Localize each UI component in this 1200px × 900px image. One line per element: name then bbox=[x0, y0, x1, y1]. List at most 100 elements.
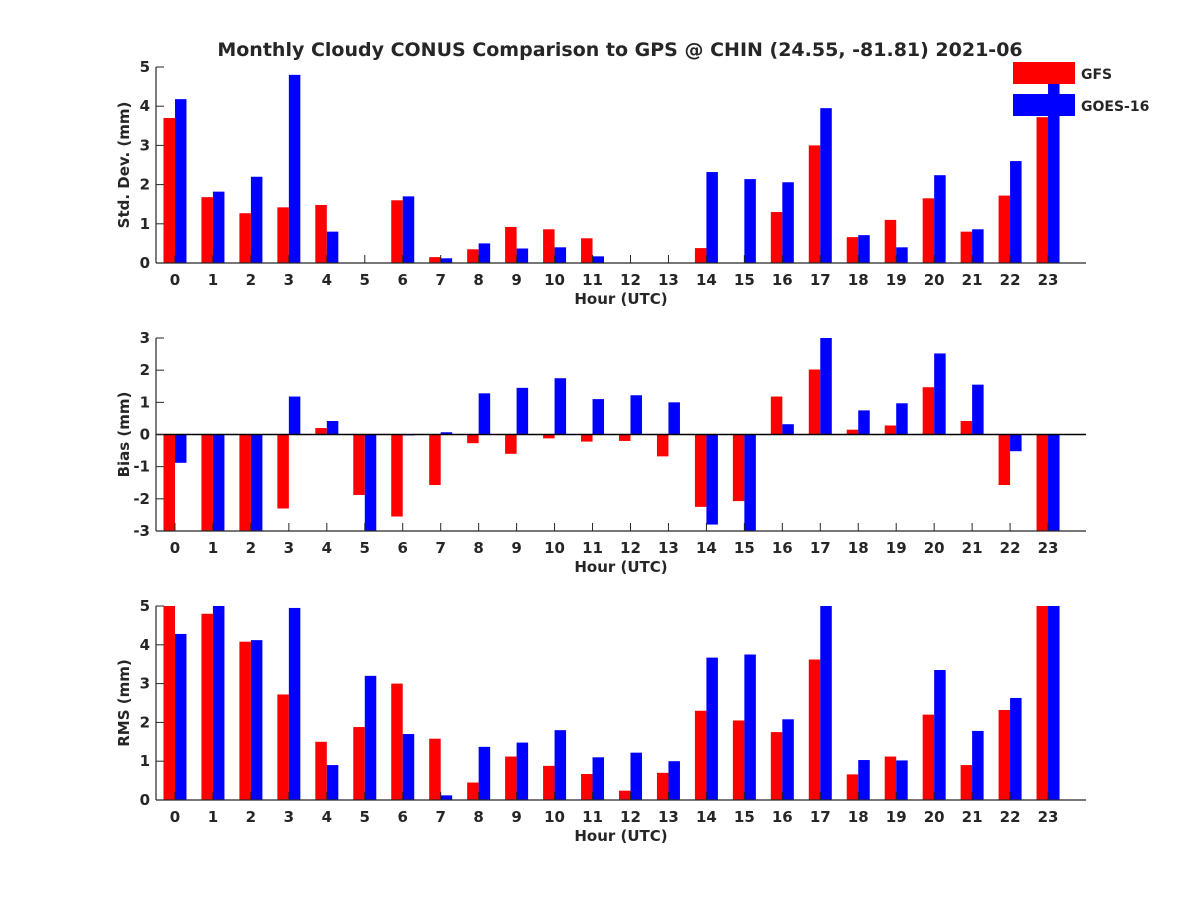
bias-x-tick-label: 5 bbox=[360, 539, 370, 557]
bar-gfs-hour-16 bbox=[770, 396, 783, 435]
std-dev-x-tick-label: 6 bbox=[398, 271, 408, 289]
bias-y-tick-label: 3 bbox=[140, 329, 150, 347]
bar-gfs-hour-6 bbox=[391, 434, 403, 517]
bar-gfs-hour-15 bbox=[732, 434, 745, 502]
bar-goes-16-hour-21 bbox=[972, 229, 984, 263]
bar-goes-16-hour-11 bbox=[592, 399, 605, 435]
bias-y-tick-label: 0 bbox=[140, 426, 150, 444]
bar-goes-16-hour-19 bbox=[896, 760, 908, 800]
bar-gfs-hour-17 bbox=[808, 145, 821, 263]
bar-gfs-hour-21 bbox=[960, 231, 973, 263]
rms-x-tick-label: 18 bbox=[848, 808, 869, 826]
bar-gfs-hour-14 bbox=[694, 710, 707, 800]
bar-gfs-hour-0 bbox=[163, 117, 175, 264]
bar-gfs-hour-7 bbox=[429, 434, 441, 486]
bar-gfs-hour-13 bbox=[656, 772, 669, 800]
bias-x-tick-label: 6 bbox=[398, 539, 408, 557]
bias-x-tick-label: 11 bbox=[582, 539, 603, 557]
bar-gfs-hour-18 bbox=[846, 774, 859, 800]
bar-goes-16-hour-20 bbox=[934, 175, 946, 263]
bar-gfs-hour-10 bbox=[543, 229, 555, 263]
bar-gfs-hour-15 bbox=[732, 720, 745, 800]
std-dev-x-tick-label: 8 bbox=[473, 271, 483, 289]
bar-gfs-hour-17 bbox=[808, 659, 821, 800]
bar-gfs-hour-8 bbox=[467, 249, 479, 263]
std-dev-x-tick-label: 0 bbox=[170, 271, 180, 289]
bar-goes-16-hour-22 bbox=[1010, 161, 1022, 263]
rms-x-tick-label: 11 bbox=[582, 808, 603, 826]
bar-goes-16-hour-15 bbox=[744, 179, 756, 263]
bias-x-tick-label: 16 bbox=[772, 539, 793, 557]
bias-y-tick-label: -2 bbox=[133, 490, 150, 508]
rms-x-tick-label: 13 bbox=[658, 808, 679, 826]
legend-swatch-gfs bbox=[1013, 62, 1075, 84]
bar-gfs-hour-10 bbox=[543, 434, 555, 439]
bar-gfs-hour-6 bbox=[391, 683, 403, 800]
bias-x-tick-label: 0 bbox=[170, 539, 180, 557]
bar-goes-16-hour-2 bbox=[250, 176, 263, 263]
bar-goes-16-hour-10 bbox=[554, 247, 567, 263]
bar-goes-16-hour-5 bbox=[364, 675, 377, 800]
std-dev-x-tick-label: 20 bbox=[924, 271, 945, 289]
bar-goes-16-hour-22 bbox=[1010, 697, 1022, 800]
std-dev-y-tick-label: 3 bbox=[140, 136, 150, 154]
rms-y-tick-label: 0 bbox=[140, 791, 150, 809]
bar-goes-16-hour-7 bbox=[440, 258, 453, 263]
bar-goes-16-hour-0 bbox=[174, 633, 187, 800]
bias-x-tick-label: 20 bbox=[924, 539, 945, 557]
bias-x-tick-label: 7 bbox=[435, 539, 445, 557]
bar-gfs-hour-5 bbox=[353, 727, 365, 800]
bar-goes-16-hour-6 bbox=[402, 734, 415, 800]
bias-x-tick-label: 13 bbox=[658, 539, 679, 557]
bar-goes-16-hour-16 bbox=[782, 182, 794, 263]
bar-gfs-hour-18 bbox=[846, 429, 859, 435]
rms-y-tick-label: 1 bbox=[140, 752, 150, 770]
std-dev-x-tick-label: 15 bbox=[734, 271, 755, 289]
rms-x-tick-label: 20 bbox=[924, 808, 945, 826]
bar-goes-16-hour-13 bbox=[668, 761, 680, 800]
bar-gfs-hour-2 bbox=[239, 213, 251, 263]
bar-goes-16-hour-4 bbox=[326, 231, 339, 263]
bar-goes-16-hour-10 bbox=[554, 378, 567, 435]
bar-gfs-hour-1 bbox=[201, 197, 213, 263]
rms-y-axis-label: RMS (mm) bbox=[115, 659, 133, 746]
std-dev-x-tick-label: 23 bbox=[1038, 271, 1059, 289]
bar-gfs-hour-18 bbox=[846, 237, 859, 263]
std-dev-x-tick-label: 1 bbox=[208, 271, 218, 289]
bias-x-tick-label: 3 bbox=[284, 539, 294, 557]
bar-goes-16-hour-1 bbox=[212, 191, 225, 263]
rms-x-tick-label: 9 bbox=[511, 808, 521, 826]
bar-gfs-hour-9 bbox=[505, 756, 517, 800]
std-dev-x-tick-label: 21 bbox=[962, 271, 983, 289]
bias-x-tick-label: 17 bbox=[810, 539, 831, 557]
bar-goes-16-hour-3 bbox=[288, 607, 301, 800]
rms-x-tick-label: 3 bbox=[284, 808, 294, 826]
bar-goes-16-hour-9 bbox=[516, 387, 529, 435]
std-dev-y-axis-label: Std. Dev. (mm) bbox=[115, 102, 133, 229]
std-dev-x-tick-label: 9 bbox=[511, 271, 521, 289]
bar-goes-16-hour-3 bbox=[288, 396, 301, 435]
bar-goes-16-hour-20 bbox=[934, 670, 946, 800]
bias-x-tick-label: 4 bbox=[322, 539, 332, 557]
bar-goes-16-hour-14 bbox=[706, 657, 718, 800]
rms-x-tick-label: 14 bbox=[696, 808, 717, 826]
bar-goes-16-hour-9 bbox=[516, 248, 529, 263]
bar-goes-16-hour-21 bbox=[972, 730, 984, 800]
bias-x-tick-label: 8 bbox=[473, 539, 483, 557]
bar-goes-16-hour-3 bbox=[288, 74, 301, 263]
bar-gfs-hour-7 bbox=[429, 738, 441, 800]
std-dev-x-tick-label: 10 bbox=[544, 271, 565, 289]
bar-goes-16-hour-8 bbox=[478, 746, 491, 800]
bias-x-tick-label: 15 bbox=[734, 539, 755, 557]
bar-gfs-hour-16 bbox=[770, 732, 783, 800]
bar-goes-16-hour-22 bbox=[1010, 434, 1022, 452]
rms-x-tick-label: 22 bbox=[1000, 808, 1021, 826]
std-dev-y-tick-label: 4 bbox=[140, 97, 150, 115]
bar-goes-16-hour-10 bbox=[554, 730, 567, 800]
std-dev-x-tick-label: 18 bbox=[848, 271, 869, 289]
bar-gfs-hour-3 bbox=[277, 207, 289, 263]
bar-goes-16-hour-7 bbox=[440, 795, 453, 800]
bar-gfs-hour-22 bbox=[998, 195, 1011, 263]
legend-label-goes-16: GOES-16 bbox=[1081, 99, 1149, 115]
bias-y-axis-label: Bias (mm) bbox=[115, 392, 133, 478]
